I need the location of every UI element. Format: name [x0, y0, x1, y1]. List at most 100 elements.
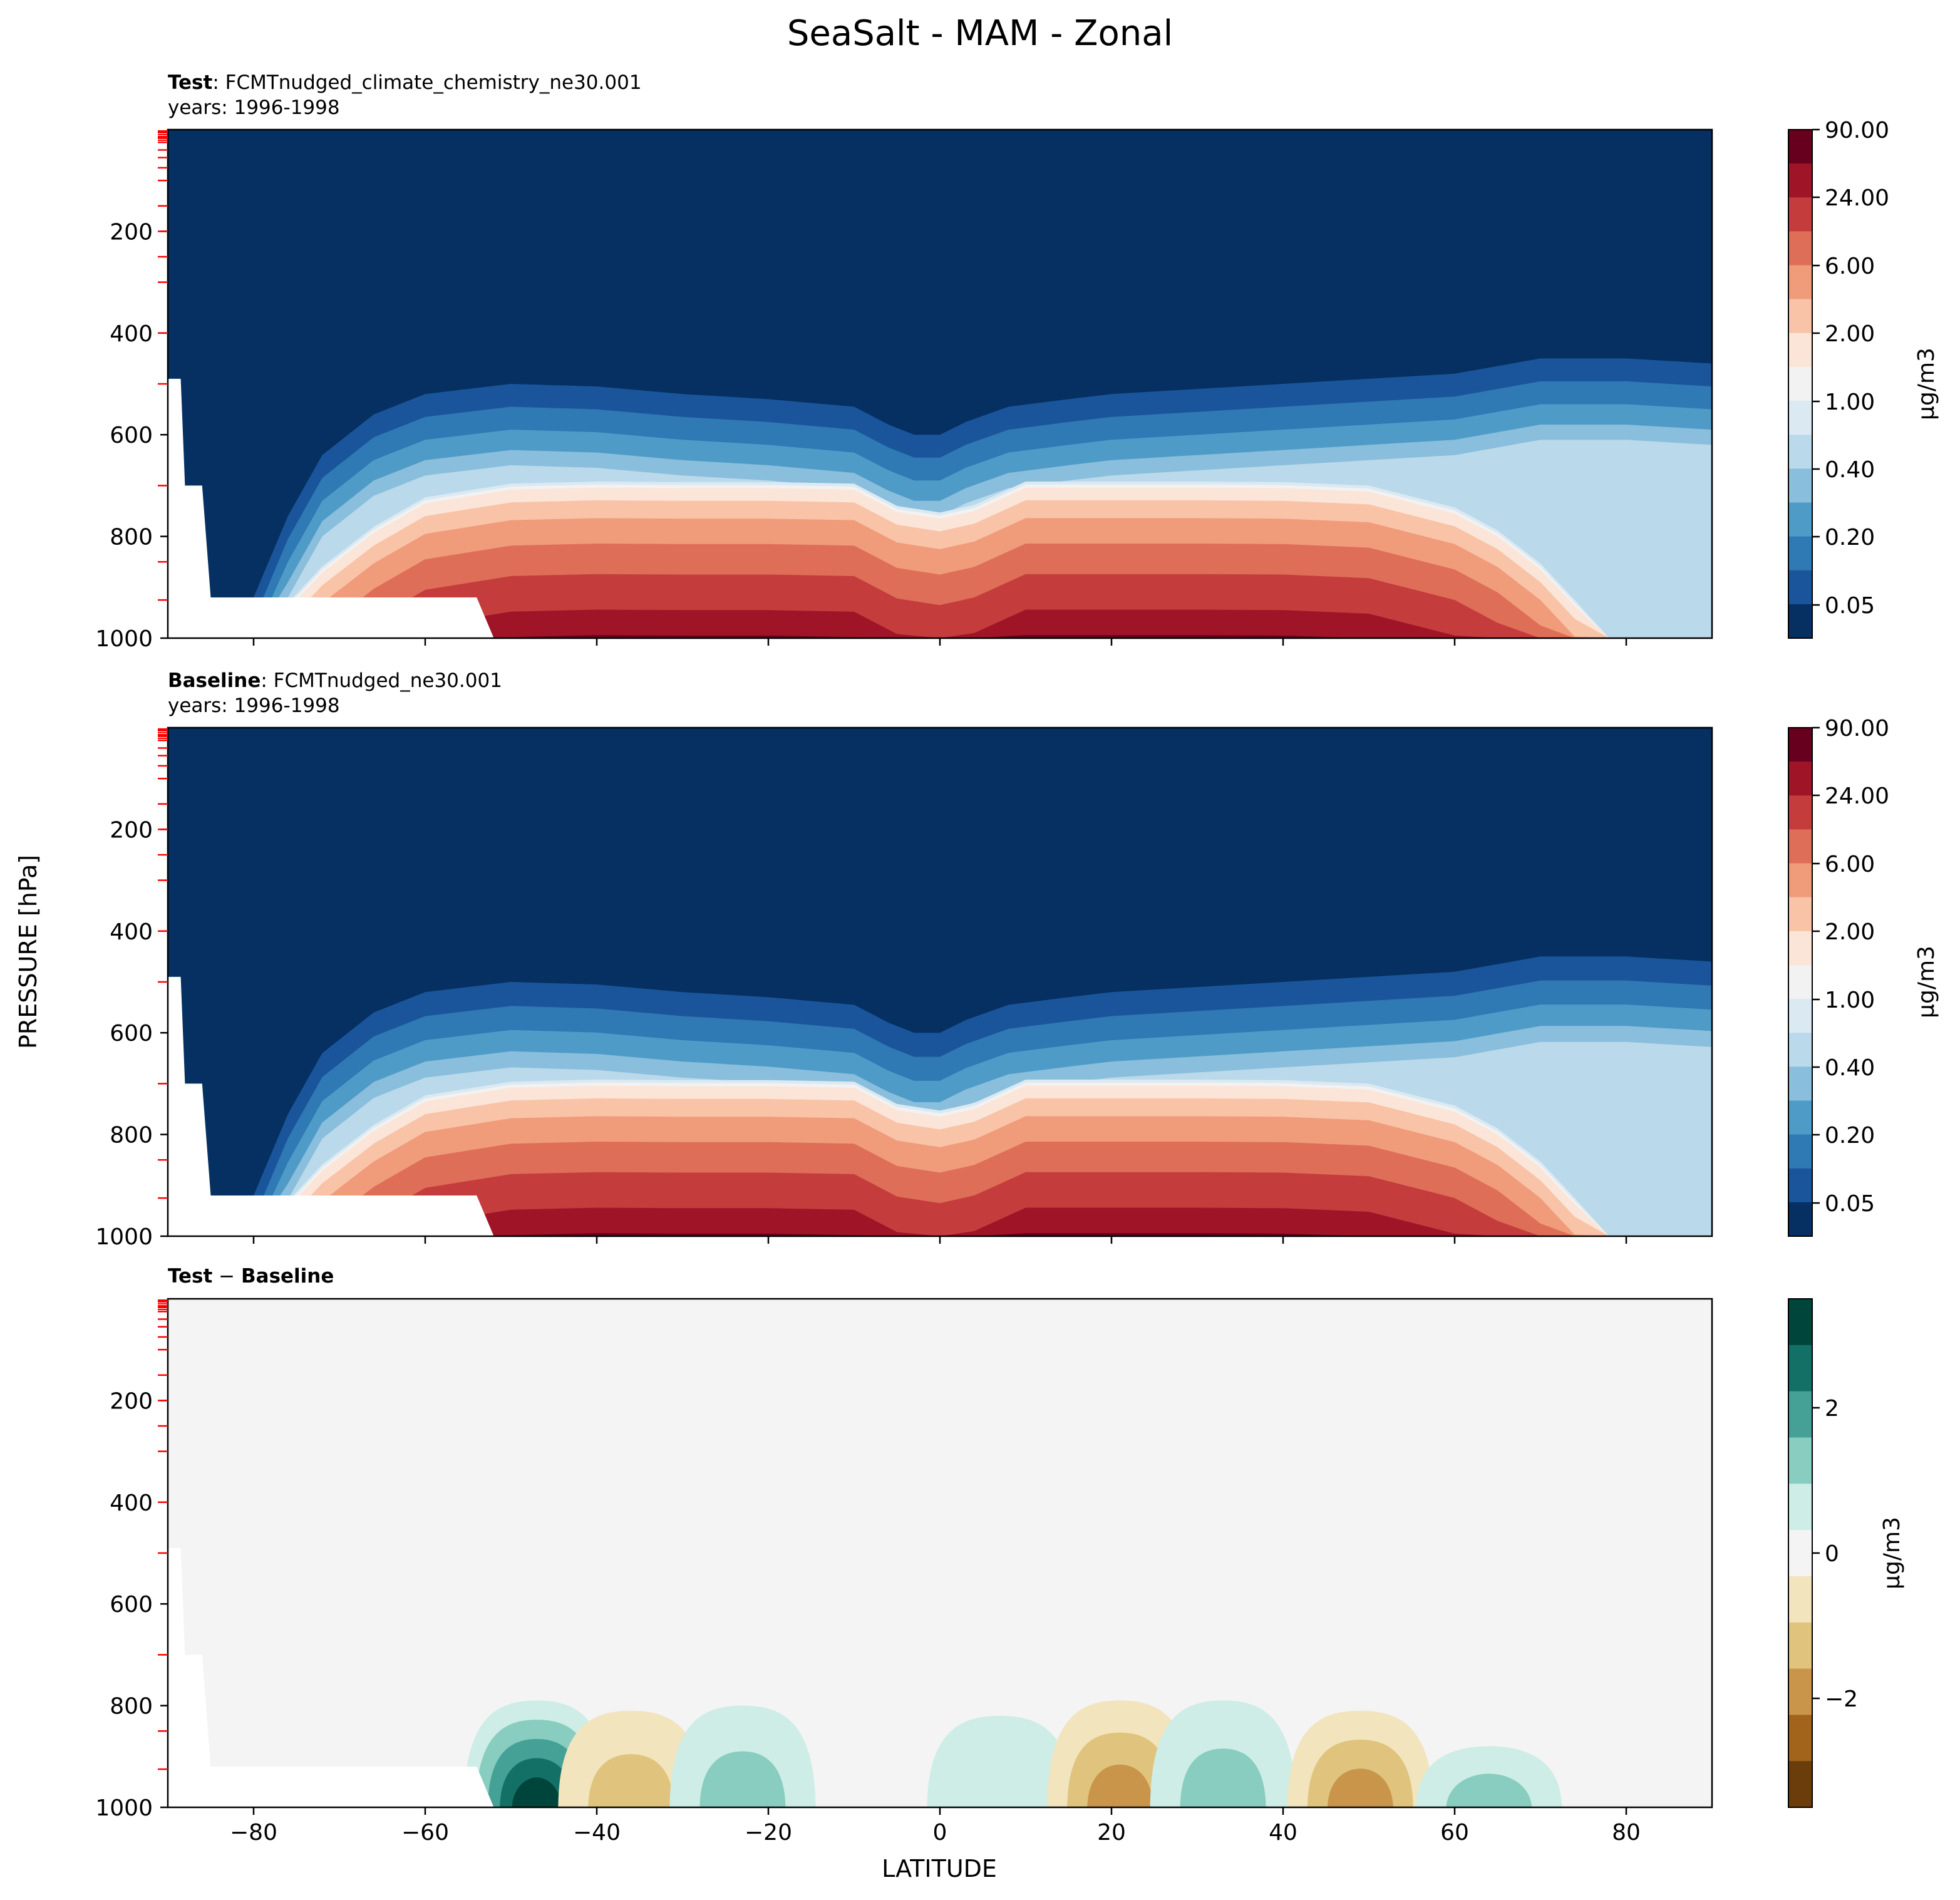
y-tick-label: 600 — [110, 1592, 153, 1618]
diff-title-bold-2: Baseline — [241, 1265, 334, 1288]
test-panel-years: years: 1996-1998 — [168, 96, 340, 119]
colorbar-segment-7 — [1788, 366, 1812, 401]
colorbar-tick-label: 0.40 — [1825, 1055, 1875, 1081]
colorbar-tick-label: −2 — [1825, 1686, 1858, 1712]
test-contour-plot — [168, 130, 1712, 638]
colorbar-segment-2 — [1788, 197, 1812, 232]
colorbar-segment-3 — [1788, 231, 1812, 266]
x-tick-label: −80 — [230, 1820, 277, 1846]
x-tick-label: 80 — [1612, 1820, 1641, 1846]
x-tick-label: 0 — [933, 1820, 947, 1846]
colorbar-segment-10 — [1788, 1761, 1812, 1808]
y-axis-label: PRESSURE [hPa] — [14, 855, 42, 1049]
baseline-contour-plot — [168, 728, 1712, 1236]
test-title-bold: Test — [168, 71, 213, 94]
colorbar-tick-label: 0 — [1825, 1541, 1839, 1567]
difference-colorbar-label: μg/m3 — [1879, 1517, 1905, 1589]
test-colorbar-label: μg/m3 — [1914, 348, 1939, 420]
y-tick-label: 800 — [110, 1694, 153, 1720]
y-tick-label: 200 — [110, 219, 153, 245]
missing-data-mask — [168, 378, 494, 638]
colorbar-tick-label: 90.00 — [1825, 118, 1889, 143]
colorbar-segment-11 — [1788, 502, 1812, 537]
colorbar-tick-label: 0.05 — [1825, 1191, 1875, 1217]
anomaly-7-level-1 — [1446, 1774, 1532, 1807]
figure-title: SeaSalt - MAM - Zonal — [787, 13, 1173, 54]
colorbar-segment-1 — [1788, 1345, 1812, 1392]
colorbar-segment-14 — [1788, 604, 1812, 639]
colorbar-segment-5 — [1788, 1530, 1812, 1577]
axes-ticks: 2004006008001000200400600800100020040060… — [95, 130, 1641, 1846]
colorbar-segment-3 — [1788, 1437, 1812, 1484]
contour-band-red-7 — [168, 609, 1712, 638]
y-tick-label: 1000 — [95, 1224, 153, 1250]
contour-band-red-7 — [168, 1207, 1712, 1236]
colorbar-segment-9 — [1788, 1715, 1812, 1762]
colorbar-tick-label: 24.00 — [1825, 783, 1889, 809]
anomaly-4-level-2 — [1087, 1764, 1153, 1807]
anomaly-5-level-1 — [1180, 1748, 1266, 1807]
anomaly-1-level-1 — [588, 1754, 674, 1807]
colorbar-tick-label: 1.00 — [1825, 988, 1875, 1013]
missing-data-mask — [168, 976, 494, 1236]
colorbar-segment-5 — [1788, 299, 1812, 334]
x-tick-label: −60 — [401, 1820, 449, 1846]
colorbar-segment-7 — [1788, 1622, 1812, 1670]
colorbar-segment-10 — [1788, 468, 1812, 503]
test-title-rest: : FCMTnudged_climate_chemistry_ne30.001 — [212, 71, 641, 94]
x-tick-label: 20 — [1097, 1820, 1126, 1846]
colorbar-segment-8 — [1788, 999, 1812, 1033]
y-tick-label: 200 — [110, 1388, 153, 1414]
colorbar-segment-8 — [1788, 1668, 1812, 1715]
difference-background — [168, 1299, 1712, 1807]
colorbar-tick-label: 2.00 — [1825, 321, 1875, 347]
colorbar-frame — [1788, 129, 1813, 639]
colorbar-segment-9 — [1788, 435, 1812, 469]
colorbar-segment-3 — [1788, 829, 1812, 864]
colorbar-tick-label: 1.00 — [1825, 390, 1875, 415]
colorbar-segment-13 — [1788, 1168, 1812, 1203]
colorbar-segment-4 — [1788, 863, 1812, 898]
colorbar-segment-14 — [1788, 1202, 1812, 1237]
anomaly-6-level-2 — [1327, 1768, 1393, 1807]
x-axis-label: LATITUDE — [882, 1855, 997, 1882]
anomaly-3-level-0 — [927, 1715, 1073, 1807]
y-tick-label: 800 — [110, 1123, 153, 1149]
colorbar-segment-1 — [1788, 762, 1812, 796]
y-tick-label: 200 — [110, 817, 153, 843]
colorbar-tick-label: 2.00 — [1825, 919, 1875, 945]
x-tick-label: 60 — [1440, 1820, 1469, 1846]
colorbar-segment-2 — [1788, 795, 1812, 830]
colorbar-segment-6 — [1788, 333, 1812, 368]
y-tick-label: 400 — [110, 1490, 153, 1516]
baseline-colorbar-label: μg/m3 — [1914, 946, 1939, 1018]
colorbar-tick-label: 0.05 — [1825, 593, 1875, 619]
colorbar-segment-8 — [1788, 401, 1812, 435]
colorbar-tick-label: 0.20 — [1825, 1123, 1875, 1149]
baseline-panel-years: years: 1996-1998 — [168, 694, 340, 717]
anomaly-2-level-1 — [699, 1751, 786, 1807]
x-tick-label: 40 — [1269, 1820, 1297, 1846]
baseline-panel-title: Baseline: FCMTnudged_ne30.001 — [168, 669, 502, 692]
x-tick-label: −40 — [573, 1820, 621, 1846]
y-tick-label: 400 — [110, 919, 153, 945]
x-tick-label: −20 — [745, 1820, 792, 1846]
colorbar-segment-9 — [1788, 1033, 1812, 1067]
colorbar-segment-7 — [1788, 964, 1812, 999]
baseline-title-bold: Baseline — [168, 669, 260, 692]
colorbar-segment-11 — [1788, 1100, 1812, 1135]
colorbar-segment-12 — [1788, 1134, 1812, 1169]
colorbar-segment-0 — [1788, 1299, 1812, 1346]
colorbar-segment-4 — [1788, 265, 1812, 300]
colorbar-segment-5 — [1788, 897, 1812, 932]
y-tick-label: 800 — [110, 525, 153, 550]
colorbar-tick-label: 90.00 — [1825, 716, 1889, 741]
colorbar-segment-6 — [1788, 1576, 1812, 1623]
colorbar-segment-10 — [1788, 1066, 1812, 1101]
diff-title-mid: − — [212, 1265, 241, 1288]
test-panel-title: Test: FCMTnudged_climate_chemistry_ne30.… — [168, 71, 642, 94]
colorbar-segment-13 — [1788, 570, 1812, 605]
y-tick-label: 1000 — [95, 626, 153, 652]
colorbar-tick-label: 24.00 — [1825, 185, 1889, 211]
